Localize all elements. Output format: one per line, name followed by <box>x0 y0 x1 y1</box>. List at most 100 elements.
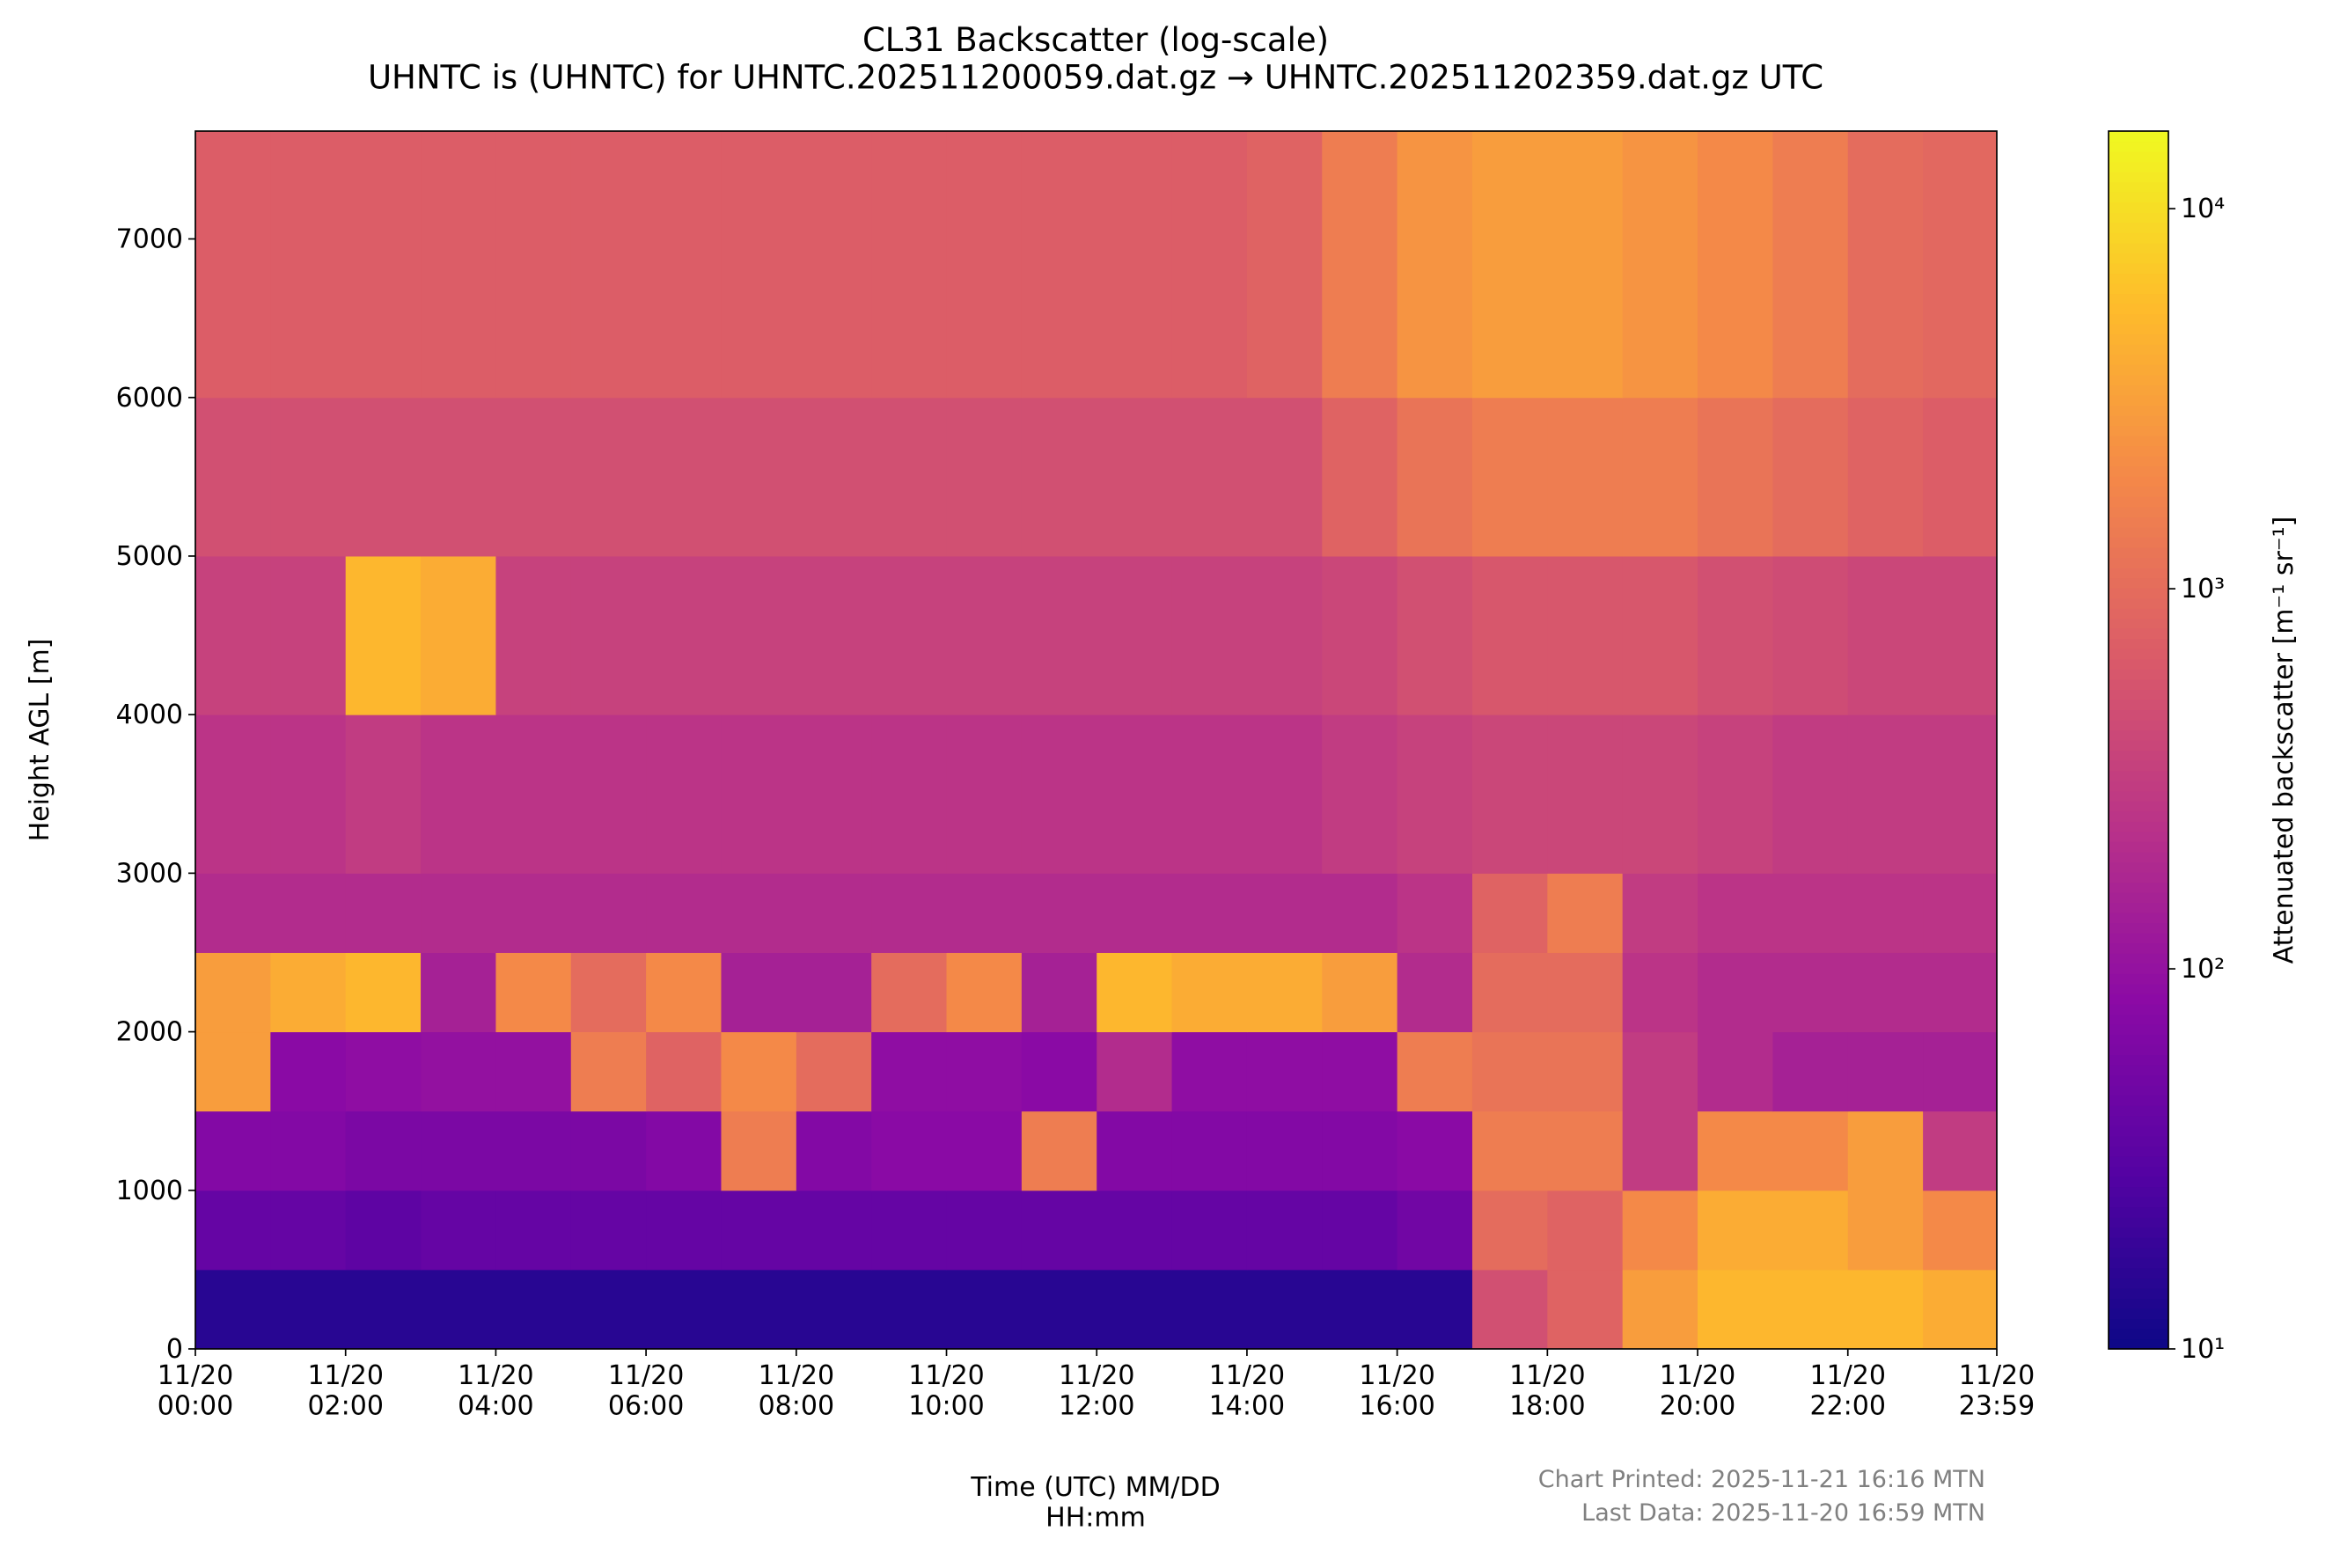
colorbar-segment <box>2109 364 2168 376</box>
heatmap-cell <box>421 952 496 1033</box>
colorbar-segment <box>2109 242 2168 253</box>
heatmap-cell <box>495 714 572 874</box>
heatmap-cell <box>1397 1269 1473 1350</box>
y-axis-label: Height AGL [m] <box>25 639 55 842</box>
colorbar-segment <box>2109 253 2168 264</box>
heatmap-cell <box>195 1190 271 1271</box>
heatmap-cell <box>796 952 872 1033</box>
heatmap-cell <box>1322 1031 1398 1112</box>
heatmap-cell <box>796 1190 872 1271</box>
heatmap-cell <box>871 397 948 557</box>
heatmap-cell <box>1698 131 1773 399</box>
colorbar-segment <box>2109 394 2168 406</box>
colorbar-segment <box>2109 344 2168 355</box>
x-tick-label: 11/20 02:00 <box>307 1360 383 1422</box>
colorbar-segment <box>2109 1014 2168 1025</box>
colorbar-segment <box>2109 770 2168 781</box>
heatmap-cell <box>1021 1110 1097 1191</box>
heatmap-cell <box>1847 1269 1924 1350</box>
heatmap-cell <box>570 1269 647 1350</box>
colorbar-segment <box>2109 414 2168 427</box>
colorbar-segment <box>2109 567 2168 579</box>
heatmap-cell <box>1021 131 1097 399</box>
heatmap-cell <box>1547 714 1624 874</box>
colorbar-segment <box>2109 1287 2168 1299</box>
heatmap-cell <box>1246 1110 1323 1191</box>
colorbar-segment <box>2109 709 2168 721</box>
colorbar-segment <box>2109 181 2168 193</box>
heatmap-cell <box>1097 952 1173 1033</box>
heatmap-cell <box>1923 131 1998 399</box>
heatmap-cell <box>345 131 422 399</box>
heatmap-cell <box>871 1031 948 1112</box>
heatmap-cell <box>570 1031 647 1112</box>
colorbar-frame <box>2108 130 2169 1350</box>
colorbar-segment <box>2109 436 2168 447</box>
heatmap-cell <box>721 873 797 953</box>
heatmap-cell <box>1097 1269 1173 1350</box>
heatmap-cell <box>871 131 948 399</box>
x-tick-label: 11/20 20:00 <box>1660 1360 1735 1422</box>
heatmap-cell <box>1097 873 1173 953</box>
colorbar-segment <box>2109 445 2168 457</box>
heatmap-cell <box>1322 714 1398 874</box>
colorbar-segment <box>2109 283 2168 295</box>
heatmap-cell <box>421 131 496 399</box>
heatmap-cell <box>1171 131 1248 399</box>
heatmap-cell <box>1698 1031 1773 1112</box>
heatmap-cell <box>495 1269 572 1350</box>
heatmap-cell <box>721 1190 797 1271</box>
heatmap-cell <box>1847 714 1924 874</box>
heatmap-cell <box>1847 873 1924 953</box>
colorbar-segment <box>2109 506 2168 517</box>
heatmap-cell <box>1246 1190 1323 1271</box>
heatmap-cell <box>871 1190 948 1271</box>
heatmap-cell <box>721 397 797 557</box>
heatmap-cell <box>1021 397 1097 557</box>
heatmap-cell <box>1772 555 1849 715</box>
heatmap-cell <box>1622 1110 1698 1191</box>
heatmap-cell <box>1622 397 1698 557</box>
heatmap-cell <box>1847 397 1924 557</box>
chart-title: CL31 Backscatter (log-scale) UHNTC is (UH… <box>368 21 1823 97</box>
heatmap-cell <box>1923 1269 1998 1350</box>
colorbar-segment <box>2109 608 2168 619</box>
colorbar-segment <box>2109 201 2168 213</box>
heatmap-cell <box>1547 1031 1624 1112</box>
colorbar-segment <box>2109 648 2168 660</box>
colorbar-segment <box>2109 678 2168 690</box>
heatmap-cell <box>1097 1031 1173 1112</box>
heatmap-cell <box>270 555 347 715</box>
heatmap-cell <box>1923 1190 1998 1271</box>
heatmap-cell <box>796 714 872 874</box>
colorbar-segment <box>2109 1247 2168 1258</box>
heatmap-cell <box>1397 397 1473 557</box>
colorbar-segment <box>2109 1065 2168 1076</box>
heatmap-cell <box>1171 952 1248 1033</box>
colorbar-segment <box>2109 1115 2168 1126</box>
heatmap-cell <box>1622 714 1698 874</box>
colorbar-segment <box>2109 192 2168 203</box>
heatmap-cell <box>1322 873 1398 953</box>
heatmap-cell <box>570 555 647 715</box>
heatmap-cell <box>495 873 572 953</box>
heatmap-cell <box>421 1031 496 1112</box>
colorbar-segment <box>2109 456 2168 467</box>
colorbar-segment <box>2109 141 2168 152</box>
colorbar-tick-label: 10⁴ <box>2181 194 2225 224</box>
heatmap-cell <box>1622 555 1698 715</box>
colorbar-segment <box>2109 1125 2168 1137</box>
heatmap-cell <box>1923 952 1998 1033</box>
colorbar-segment <box>2109 861 2168 873</box>
colorbar-tick-label: 10³ <box>2181 574 2225 604</box>
heatmap-cell <box>721 131 797 399</box>
heatmap-cell <box>1698 1269 1773 1350</box>
colorbar-segment <box>2109 273 2168 284</box>
colorbar-segment <box>2109 1176 2168 1188</box>
x-tick-label: 11/20 10:00 <box>908 1360 984 1422</box>
heatmap-cell <box>345 714 422 874</box>
heatmap-cell <box>1397 1110 1473 1191</box>
heatmap-cell <box>421 1269 496 1350</box>
colorbar-segment <box>2109 882 2168 893</box>
heatmap-cell <box>495 555 572 715</box>
